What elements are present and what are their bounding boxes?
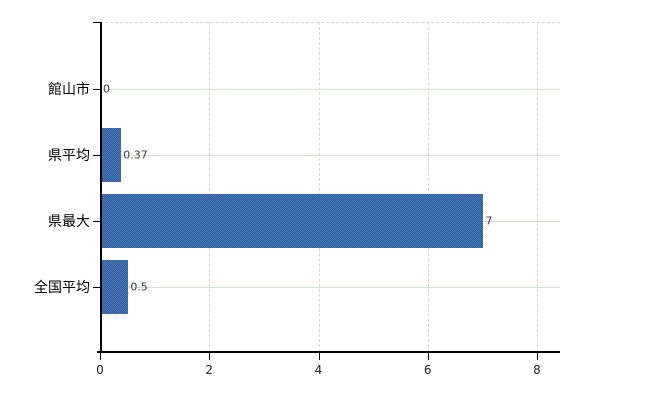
x-tick-label: 2 (205, 363, 214, 377)
h-gridline (100, 155, 560, 156)
category-label-3: 全国平均 (34, 280, 90, 296)
x-tick-label: 8 (533, 363, 541, 377)
x-tick-label: 6 (423, 363, 432, 377)
value-label: 0.37 (123, 148, 148, 162)
plot-top-border (100, 22, 560, 23)
category-tick (93, 89, 100, 90)
category-tick (93, 287, 100, 288)
x-tick (537, 352, 538, 360)
category-label-1: 県平均 (48, 148, 90, 164)
category-label-0: 館山市 (48, 82, 90, 98)
bar-県最大 (101, 194, 484, 248)
category-label-2: 県最大 (48, 214, 90, 230)
category-tick (93, 221, 100, 222)
x-axis-line (97, 351, 560, 353)
h-gridline (100, 287, 560, 288)
value-label: 0 (103, 82, 110, 96)
x-tick-label: 4 (314, 363, 323, 377)
v-gridline (318, 22, 320, 352)
bar-全国平均 (101, 260, 129, 314)
h-gridline (100, 89, 560, 90)
y-axis-line (100, 22, 102, 352)
x-tick (209, 352, 211, 360)
v-gridline (209, 22, 211, 352)
x-tick (427, 352, 429, 360)
value-label: 0.5 (130, 280, 148, 294)
v-gridline (537, 22, 538, 352)
value-label: 7 (485, 214, 493, 228)
v-gridline (427, 22, 429, 352)
x-tick (318, 352, 320, 360)
bar-県平均 (101, 128, 122, 182)
category-tick (93, 155, 100, 156)
y-axis-top-tick (93, 22, 100, 23)
x-tick-label: 0 (96, 363, 104, 377)
x-tick (100, 352, 101, 360)
